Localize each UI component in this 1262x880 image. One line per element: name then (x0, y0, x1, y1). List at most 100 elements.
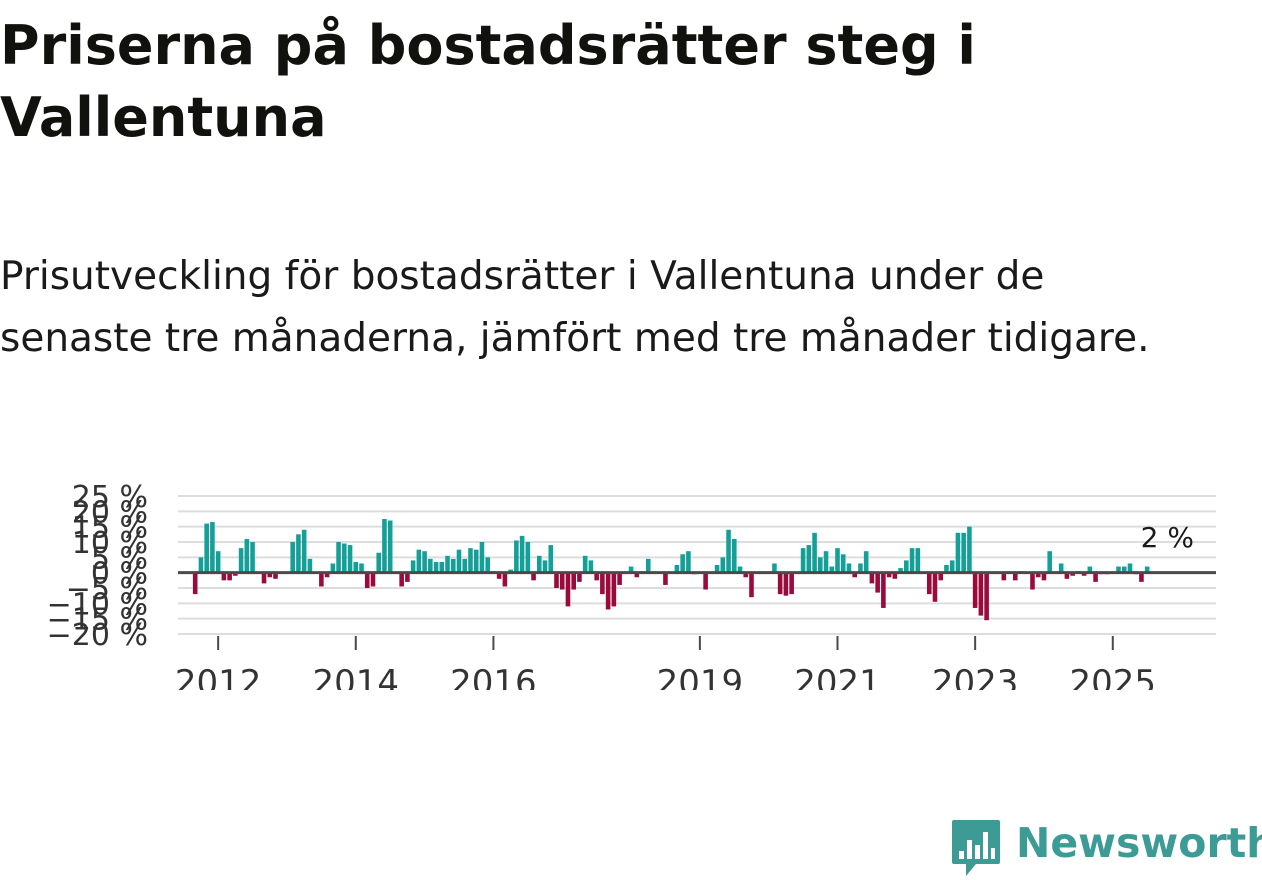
bar (628, 566, 634, 573)
bar (726, 529, 731, 573)
bar (428, 558, 433, 573)
bar (686, 551, 691, 573)
bar (198, 557, 204, 573)
bar (296, 534, 301, 573)
bar (904, 560, 909, 573)
brand-logo[interactable]: Newsworthy (950, 818, 1262, 880)
bar (588, 560, 594, 573)
x-tick-label: 2025 (1070, 663, 1157, 690)
bar (301, 529, 307, 573)
last-value-label: 2 % (1141, 521, 1194, 554)
bar (370, 572, 376, 587)
bar (405, 572, 410, 582)
bar (926, 572, 932, 595)
y-tick-label: 0 % (91, 557, 148, 592)
bar (611, 572, 617, 607)
logo-bar-5 (991, 848, 995, 859)
bar (525, 542, 531, 573)
bar (789, 572, 794, 595)
bar (233, 572, 238, 576)
bar (972, 572, 978, 608)
bar (531, 572, 536, 581)
logo-bar-4 (983, 832, 988, 859)
bar (548, 545, 554, 573)
bar (319, 572, 324, 587)
bar (502, 572, 508, 587)
bar (473, 549, 479, 573)
bar (382, 519, 387, 573)
bar (565, 572, 571, 607)
bar (571, 572, 576, 590)
bar (898, 568, 903, 573)
bar (720, 557, 726, 573)
bar (680, 554, 685, 573)
bar (1041, 572, 1047, 581)
chart-title: Priserna på bostadsrätter steg i Vallent… (0, 14, 976, 149)
bar (835, 548, 840, 573)
bar (818, 557, 823, 573)
bar (227, 572, 232, 581)
bar (359, 563, 364, 573)
bar (307, 558, 313, 573)
bar (858, 563, 863, 573)
bar (663, 572, 668, 585)
bar (1139, 572, 1144, 582)
bar (743, 572, 749, 578)
bar (783, 572, 789, 596)
bar (433, 561, 439, 573)
bar (244, 538, 250, 573)
chart-subtitle: Prisutveckling för bostadsrätter i Valle… (0, 254, 1150, 361)
bar (250, 542, 255, 573)
bar (749, 572, 754, 598)
x-tick-label: 2016 (450, 663, 537, 690)
bar (1121, 566, 1127, 573)
bar (519, 535, 525, 573)
x-axis: 2012 2014 2016 2019 2021 2023 2025 (175, 571, 1216, 690)
bar (410, 560, 416, 573)
bar (1058, 563, 1064, 573)
bar (1030, 572, 1035, 590)
logo-bar-2 (967, 840, 972, 859)
bar (273, 572, 278, 579)
y-tick-label: 25 % (72, 480, 148, 515)
bar (261, 572, 267, 584)
bar (617, 572, 622, 585)
bar (881, 572, 886, 608)
bar (869, 572, 875, 584)
bar (215, 551, 221, 573)
bar (1127, 563, 1133, 573)
bar (1047, 551, 1052, 573)
bar (812, 532, 817, 573)
bar (645, 558, 651, 573)
bar (932, 572, 938, 602)
bar (978, 572, 984, 616)
bar (347, 545, 353, 573)
bar (468, 548, 473, 573)
bar (806, 545, 812, 573)
bar (1035, 572, 1041, 578)
y-tick-label: 20 % (72, 495, 148, 530)
bar (605, 572, 611, 610)
bar (1064, 572, 1070, 579)
bar (577, 572, 582, 582)
bar (777, 572, 783, 595)
bar (192, 572, 198, 595)
bar (456, 549, 462, 573)
y-axis-ticks: −20 %−15 %−10 %−5 %0 %5 %10 %15 %20 %25 … (47, 480, 148, 653)
bar (1087, 566, 1093, 573)
newsworthy-logo-icon (952, 820, 1000, 876)
bar (450, 558, 456, 573)
bar (439, 561, 445, 573)
bar (479, 542, 485, 573)
bar (387, 520, 393, 573)
bar (944, 565, 949, 573)
bars (192, 519, 1150, 621)
bar (336, 542, 341, 573)
x-tick-label: 2021 (794, 663, 881, 690)
bar (364, 572, 370, 588)
y-tick-label: 5 % (91, 541, 148, 576)
bar (422, 551, 427, 573)
x-tick-label: 2014 (313, 663, 400, 690)
y-tick-label: −10 % (47, 587, 148, 622)
x-tick-label: 2019 (657, 663, 744, 690)
